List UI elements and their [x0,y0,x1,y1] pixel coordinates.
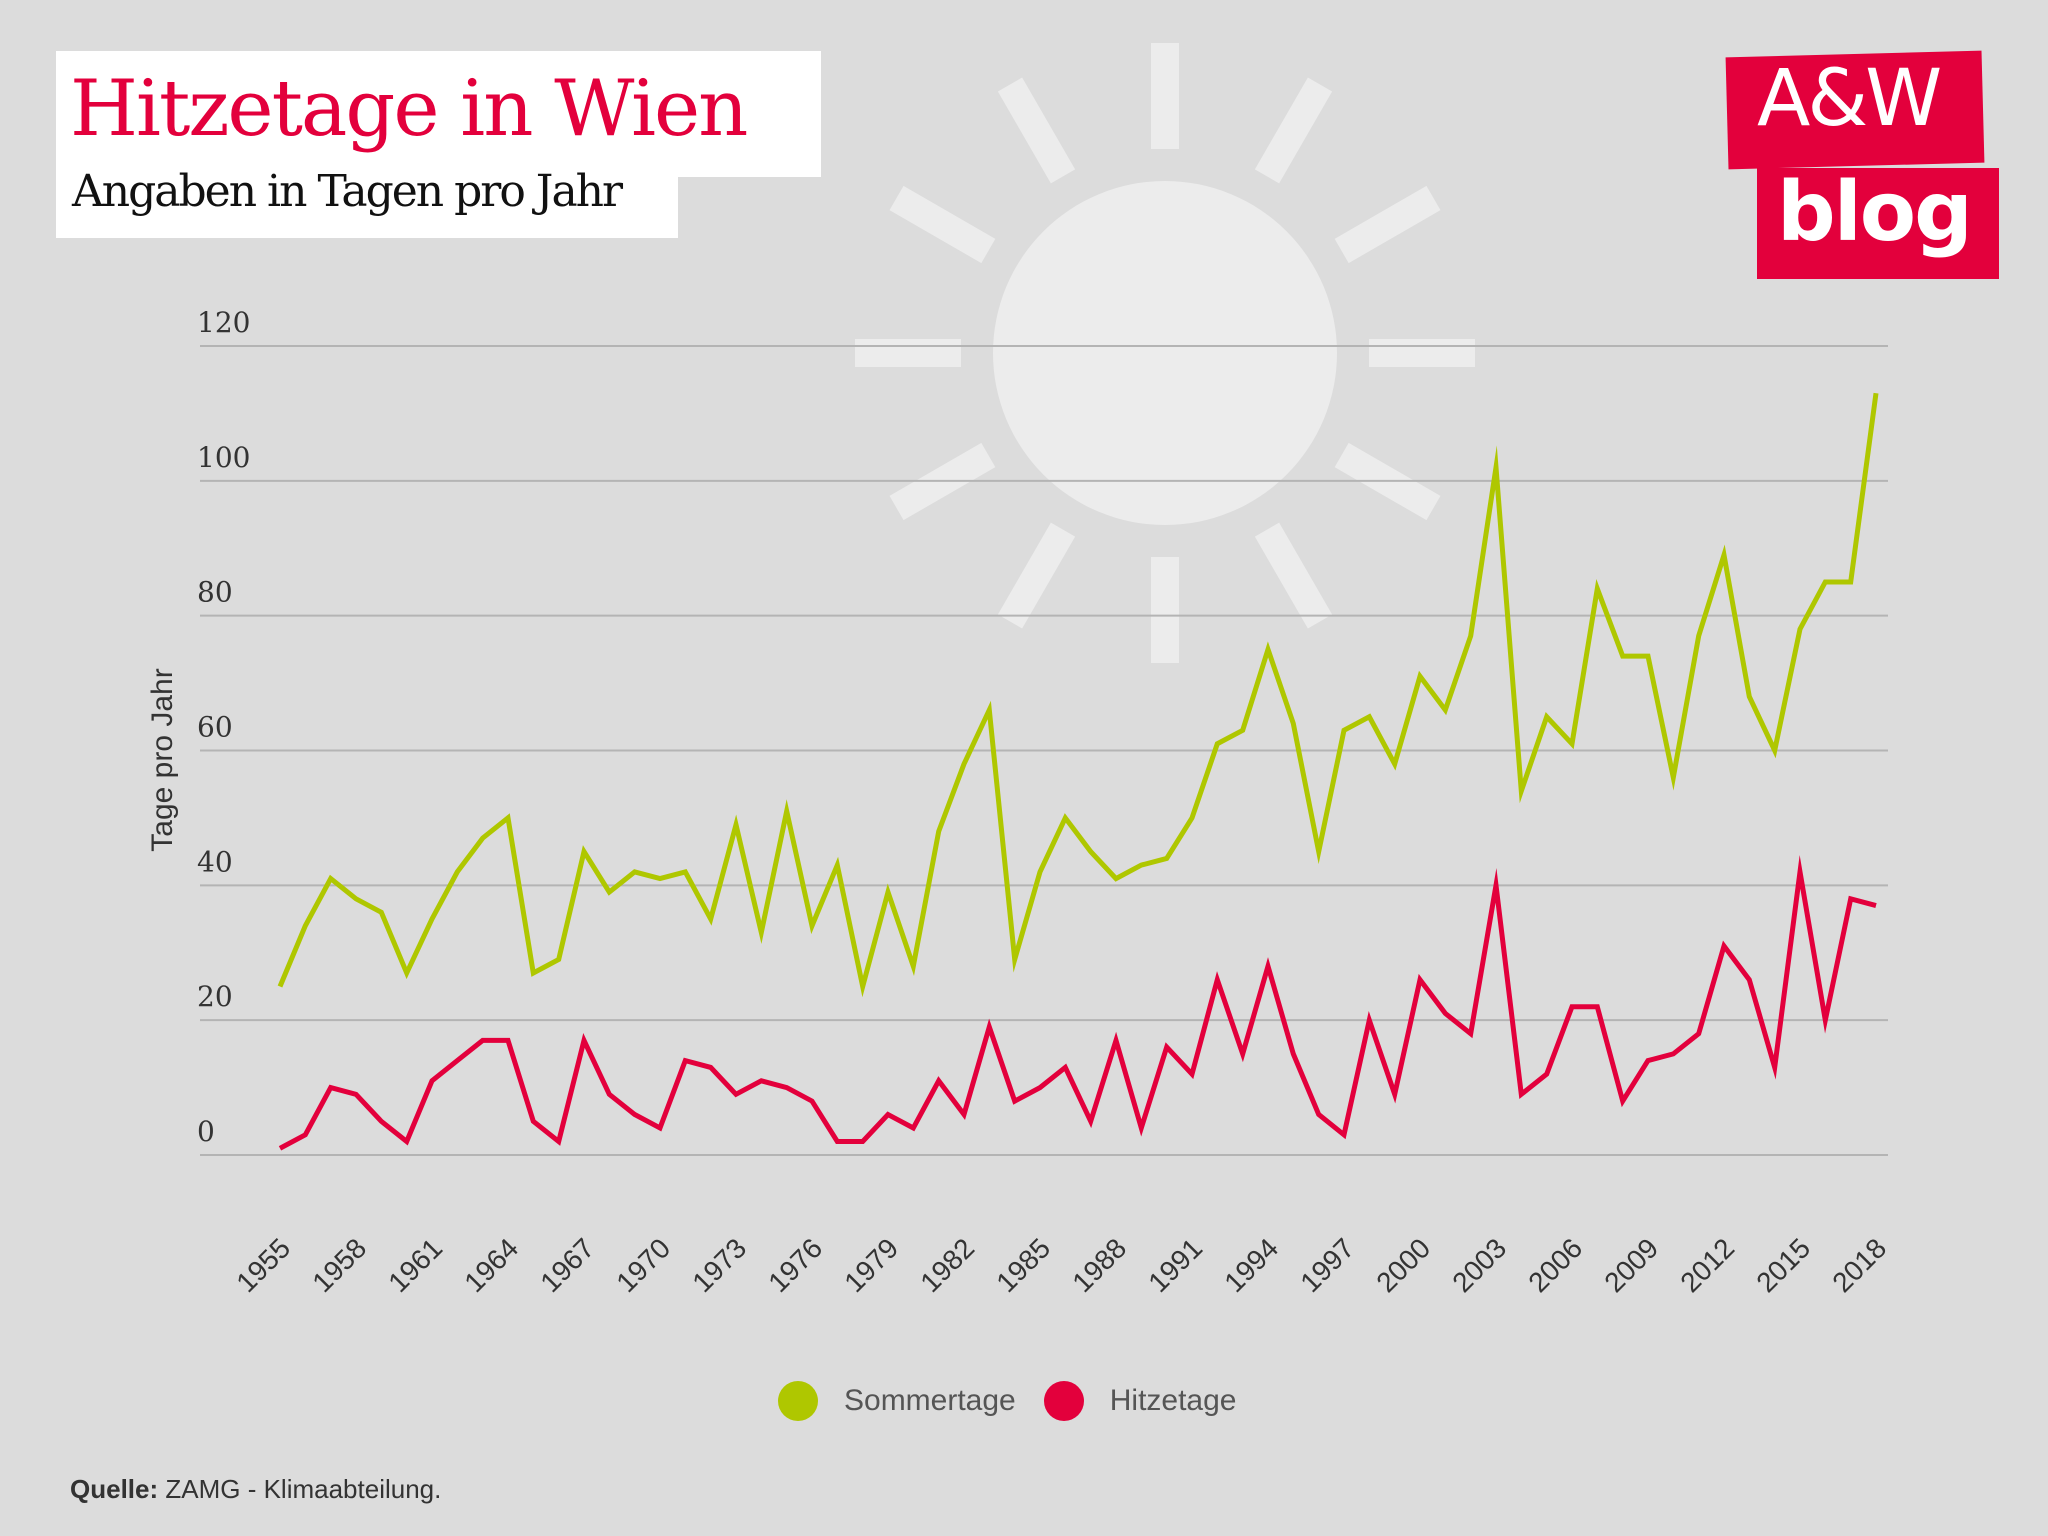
y-tick-label: 80 [197,576,233,609]
x-tick-label: 2009 [1598,1232,1664,1298]
y-axis-label: Tage pro Jahr [146,668,179,851]
sun-ray [997,77,1076,184]
x-tick-label: 1982 [914,1232,980,1298]
sun-ray [1369,339,1475,367]
y-tick-label: 100 [197,441,250,474]
legend-item-sommertage[interactable]: Sommertage [778,1381,1016,1421]
sun-ray [1254,522,1333,629]
subtitle-background [56,170,678,238]
x-tick-label: 1955 [230,1232,296,1298]
series-line-hitzetage [278,855,1877,1151]
x-tick-label: 1979 [838,1232,904,1298]
logo-text-aw: A&W [1757,54,1942,144]
source-text: ZAMG - Klimaabteilung. [158,1474,442,1504]
y-tick-label: 20 [197,980,233,1013]
x-tick-label: 1988 [1066,1232,1132,1298]
sun-ray [1254,77,1333,184]
sun-ray [1151,43,1179,149]
x-tick-label: 1967 [534,1232,600,1298]
x-tick-label: 2000 [1370,1232,1436,1298]
source-note: Quelle: ZAMG - Klimaabteilung. [70,1474,441,1505]
chart-subtitle: Angaben in Tagen pro Jahr [72,166,623,217]
gridlines [200,345,1888,1156]
sun-ray [855,339,961,367]
x-axis-ticks: 1955 1958 1961 1964 1967 1970 1973 1976 1979 1982… [230,1232,1892,1298]
sun-ray [997,522,1076,629]
source-label: Quelle: [70,1474,159,1504]
x-tick-label: 1985 [990,1232,1056,1298]
x-tick-label: 2003 [1446,1232,1512,1298]
y-tick-label: 40 [197,845,233,878]
x-tick-label: 1964 [458,1232,524,1298]
sun-ray [889,185,996,264]
y-tick-label: 60 [197,711,233,744]
x-tick-label: 1976 [762,1232,828,1298]
x-tick-label: 1970 [610,1232,676,1298]
x-tick-label: 2012 [1674,1232,1740,1298]
x-tick-label: 1991 [1142,1232,1208,1298]
series-lines [277,392,1879,1151]
x-tick-label: 1961 [382,1232,448,1298]
logo-text-blog: blog [1777,165,1973,260]
legend-label-hitzetage: Hitzetage [1109,1384,1237,1417]
legend-item-hitzetage[interactable]: Hitzetage [1043,1381,1237,1421]
legend-dot-sommertage [778,1381,818,1421]
legend-dot-hitzetage [1043,1381,1084,1421]
legend-label-sommertage: Sommertage [844,1384,1016,1417]
x-tick-label: 1973 [686,1232,752,1298]
x-tick-label: 1994 [1218,1232,1284,1298]
sun-icon [855,43,1475,663]
y-tick-label: 0 [197,1115,215,1148]
sun-ray [1151,557,1179,663]
legend: Sommertage Hitzetage [778,1381,1265,1421]
sun-ray [1334,185,1441,264]
series-line-sommertage [277,392,1879,998]
sun-disc [993,181,1337,525]
x-tick-label: 1958 [306,1232,372,1298]
chart-title: Hitzetage in Wien [70,64,748,154]
y-axis-ticks: 0 20 40 60 80 100 120 [197,306,250,1148]
x-tick-label: 1997 [1294,1232,1360,1298]
logo-bottom-block [1757,168,1999,279]
title-background [56,51,821,177]
x-tick-label: 2015 [1750,1232,1816,1298]
y-tick-label: 120 [197,306,250,339]
x-tick-label: 2006 [1522,1232,1588,1298]
x-tick-label: 2018 [1826,1232,1892,1298]
